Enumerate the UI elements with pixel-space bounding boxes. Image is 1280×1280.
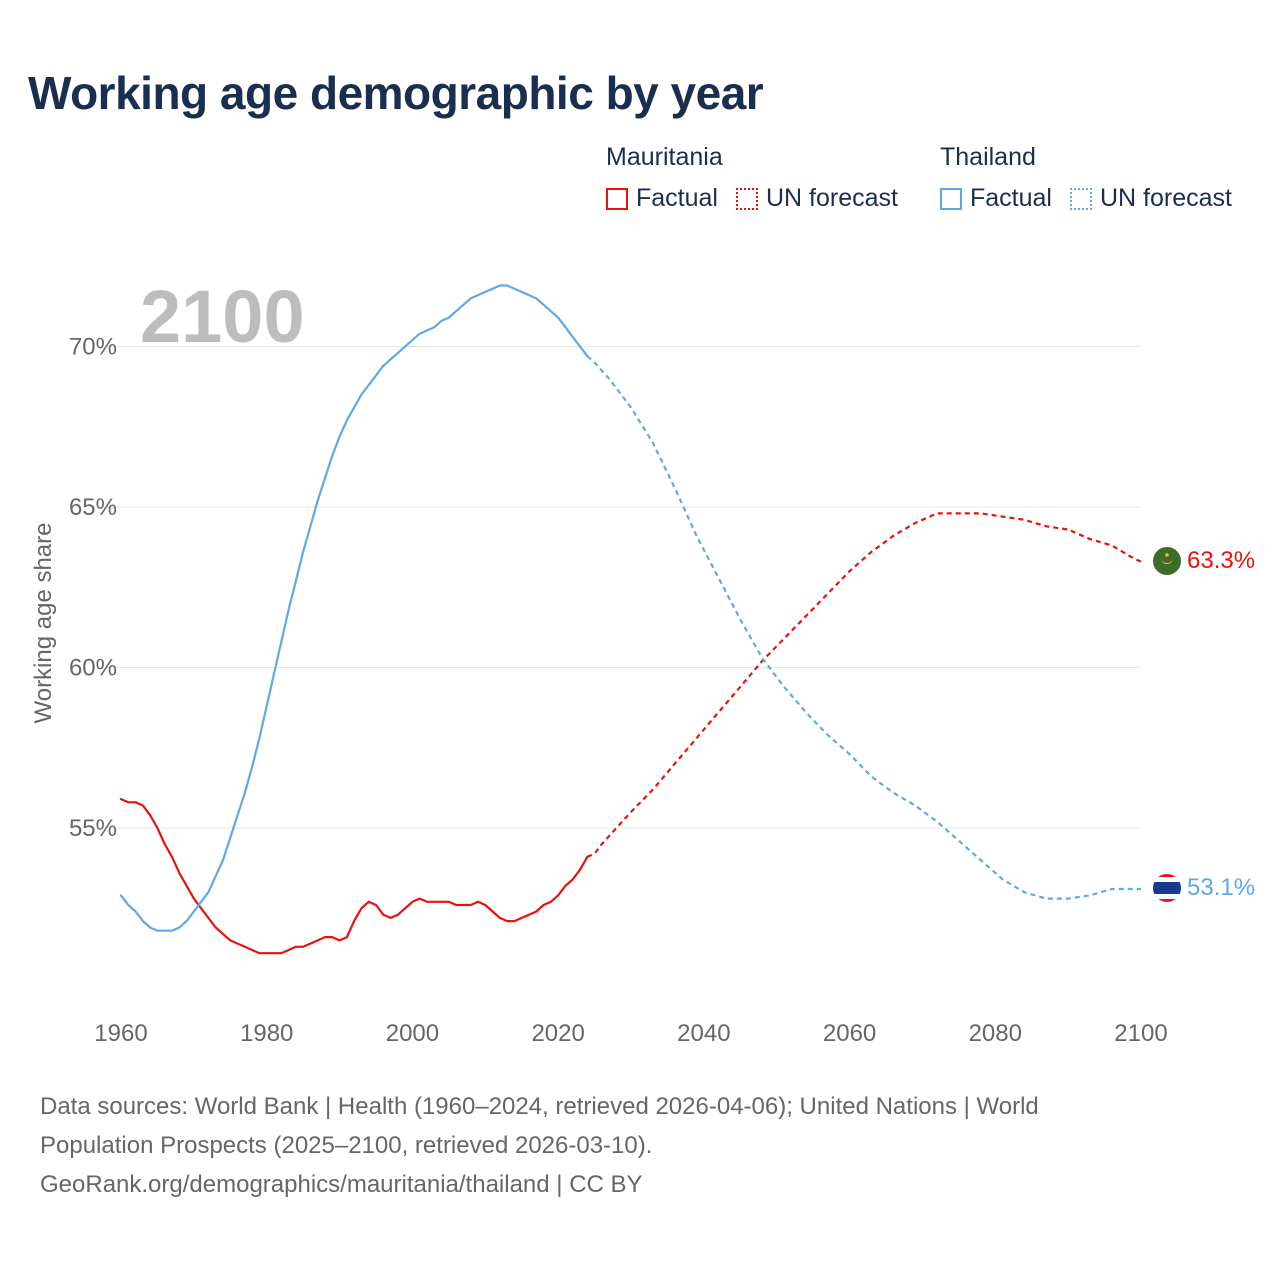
series-line-mauritania-forecast bbox=[586, 512, 1142, 858]
end-label-mauritania: 63.3% bbox=[1187, 547, 1255, 574]
legend-label: UN forecast bbox=[1099, 184, 1232, 212]
footer: Data sources: World Bank | Health (1960–… bbox=[40, 1087, 1200, 1204]
x-tick-label-2100: 2100 bbox=[1114, 1020, 1167, 1047]
legend-label: Factual bbox=[970, 184, 1052, 212]
series-line-thailand-factual bbox=[119, 284, 589, 932]
legend-thailand-factual[interactable]: Factual bbox=[940, 184, 1052, 213]
legend-swatch-solid-icon bbox=[940, 187, 962, 210]
series-lines bbox=[119, 284, 1142, 955]
mauritania-flag-icon bbox=[1151, 545, 1183, 577]
y-tick-label-65: 65% bbox=[69, 494, 117, 521]
legend-thailand: Thailand Factual UN forecast bbox=[940, 143, 1232, 213]
legend-mauritania: Mauritania Factual UN forecast bbox=[606, 143, 916, 213]
chart-title: Working age demographic by year bbox=[28, 67, 764, 119]
legend-swatch-dotted-icon bbox=[1069, 187, 1092, 210]
y-tick-label-55: 55% bbox=[69, 815, 117, 842]
x-tick-label-2060: 2060 bbox=[823, 1020, 876, 1047]
footer-credit: GeoRank.org/demographics/mauritania/thai… bbox=[40, 1171, 643, 1198]
thailand-flag-icon bbox=[1151, 872, 1183, 904]
y-tick-label-60: 60% bbox=[69, 655, 117, 682]
x-tick-label-2020: 2020 bbox=[531, 1020, 584, 1047]
series-line-mauritania-factual bbox=[119, 797, 589, 955]
line-chart: 2100 55% 60% 65% 70% 1960 1980 2000 2020 2040 20… bbox=[30, 275, 1255, 1047]
end-label-thailand: 53.1% bbox=[1187, 874, 1255, 901]
x-tick-label-1980: 1980 bbox=[240, 1020, 293, 1047]
x-tick-label-1960: 1960 bbox=[94, 1020, 147, 1047]
x-tick-label-2000: 2000 bbox=[386, 1020, 439, 1047]
legend-country-thailand: Thailand bbox=[940, 143, 1036, 171]
x-tick-label-2080: 2080 bbox=[969, 1020, 1022, 1047]
legend-label: UN forecast bbox=[765, 184, 898, 212]
x-axis-ticks: 1960 1980 2000 2020 2040 2060 2080 2100 bbox=[94, 1020, 1167, 1047]
y-tick-label-70: 70% bbox=[69, 334, 117, 361]
footer-sources-line1: Data sources: World Bank | Health (1960–… bbox=[40, 1093, 1039, 1120]
y-axis-ticks: 55% 60% 65% 70% bbox=[69, 334, 117, 843]
footer-sources-line2: Population Prospects (2025–2100, retriev… bbox=[40, 1132, 653, 1159]
legend-swatch-dotted-icon bbox=[735, 187, 758, 210]
legend-swatch-solid-icon bbox=[606, 187, 628, 210]
series-line-thailand-forecast bbox=[586, 355, 1141, 900]
gridlines bbox=[107, 346, 1141, 829]
y-axis-label: Working age share bbox=[30, 523, 57, 724]
legend-thailand-forecast[interactable]: UN forecast bbox=[1069, 184, 1232, 213]
legend-mauritania-factual[interactable]: Factual bbox=[606, 184, 718, 213]
x-tick-label-2040: 2040 bbox=[677, 1020, 730, 1047]
legend-mauritania-forecast[interactable]: UN forecast bbox=[735, 184, 898, 213]
legend-country-mauritania: Mauritania bbox=[606, 143, 723, 171]
legend-label: Factual bbox=[636, 184, 718, 212]
year-watermark: 2100 bbox=[140, 275, 305, 358]
